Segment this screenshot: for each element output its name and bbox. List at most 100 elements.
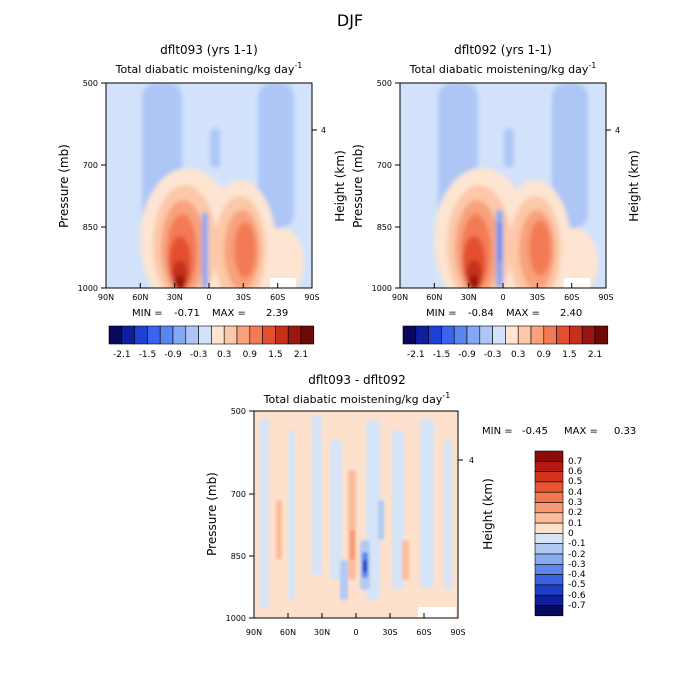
colorbar-tick-label: -0.3 <box>568 560 586 570</box>
max-label: MAX = <box>506 308 540 319</box>
colorbar-swatch <box>534 491 564 503</box>
colorbar-tick-label: -0.1 <box>568 539 586 549</box>
colorbar-swatch <box>569 325 583 345</box>
max-value: 2.40 <box>560 308 582 319</box>
colorbar-tick-label: 2.1 <box>294 350 308 360</box>
y-tick-label: 850 <box>231 552 246 561</box>
panel-title: dflt093 - dflt092 <box>308 373 406 387</box>
colorbar-swatch <box>275 325 289 345</box>
y-tick-label: 700 <box>83 161 98 170</box>
colorbar-tick-label: -0.9 <box>164 350 182 360</box>
colorbar-swatch <box>534 460 564 472</box>
colorbar-swatch <box>534 574 564 586</box>
x-axis <box>399 283 607 288</box>
colorbar-tick-label: -0.5 <box>568 580 586 590</box>
colorbar-swatch <box>534 543 564 555</box>
colorbar-tick-label: 1.5 <box>268 350 282 360</box>
colorbar-swatch <box>108 325 123 345</box>
y-axis-label: Pressure (mb) <box>205 472 219 556</box>
panel-subtitle: Total diabatic moistening/kg day-1 <box>263 391 451 406</box>
colorbar-tick-label: 0.9 <box>243 350 258 360</box>
colorbar-tick-label: -0.4 <box>568 570 586 580</box>
colorbar-swatch <box>534 512 564 524</box>
max-value: 0.33 <box>614 426 636 437</box>
y-axis <box>249 410 463 619</box>
colorbar-swatch <box>428 325 442 345</box>
max-value: 2.39 <box>266 308 288 319</box>
y-tick-label-right: 4 <box>321 126 326 135</box>
x-tick-label: 90S <box>450 628 465 637</box>
panel-title: dflt092 (yrs 1-1) <box>454 43 552 57</box>
colorbar-swatch <box>441 325 455 345</box>
min-label: MIN = <box>426 308 457 319</box>
colorbar-swatch <box>134 325 148 345</box>
colorbar-swatch <box>236 325 251 345</box>
y-axis <box>101 82 317 289</box>
x-tick-label: 90S <box>598 293 613 302</box>
colorbar-swatch <box>534 605 564 617</box>
x-axis <box>253 613 459 618</box>
x-tick-label: 30S <box>530 293 545 302</box>
colorbar-tick-label: 0 <box>568 529 574 539</box>
colorbar-swatch <box>534 533 564 545</box>
colorbar-swatch <box>147 325 161 345</box>
x-tick-label: 0 <box>500 293 505 302</box>
y-tick-label: 1000 <box>226 614 246 623</box>
colorbar-swatch <box>223 325 238 345</box>
colorbar-swatch <box>402 325 417 345</box>
x-tick-label: 90N <box>246 628 262 637</box>
x-tick-label: 0 <box>353 628 358 637</box>
colorbar-tick-label: 0.3 <box>568 498 582 508</box>
colorbar <box>534 450 564 617</box>
heatmap-field <box>254 411 458 618</box>
colorbar-tick-label: 1.5 <box>562 350 576 360</box>
y-axis-label-right: Height (km) <box>481 478 495 549</box>
colorbar-swatch <box>185 325 199 345</box>
colorbar-swatch <box>534 584 564 596</box>
x-tick-label: 30S <box>236 293 251 302</box>
y-axis <box>395 82 611 289</box>
colorbar-swatch <box>211 325 225 345</box>
colorbar-swatch <box>534 522 564 534</box>
colorbar-swatch <box>466 325 481 345</box>
x-tick-label: 0 <box>206 293 211 302</box>
colorbar-swatch <box>287 325 302 345</box>
stats-line: MIN = -0.45 MAX = 0.33 <box>482 426 636 437</box>
colorbar-tick-label: -0.3 <box>190 350 208 360</box>
colorbar-swatch <box>581 325 596 345</box>
colorbar-swatch <box>534 481 564 493</box>
colorbar-swatch <box>121 325 135 345</box>
colorbar-tick-label: -0.7 <box>568 601 586 611</box>
colorbar-swatch <box>530 325 545 345</box>
panel-title: dflt093 (yrs 1-1) <box>160 43 258 57</box>
colorbar-swatch <box>534 563 564 575</box>
colorbar-swatch <box>479 325 493 345</box>
colorbar-swatch <box>505 325 519 345</box>
y-tick-label-right: 4 <box>469 456 474 465</box>
x-tick-label: 60S <box>416 628 431 637</box>
colorbar-swatch <box>534 553 564 565</box>
heatmap-field <box>400 83 606 288</box>
colorbar-swatch <box>492 325 506 345</box>
colorbar-tick-label: 0.7 <box>568 457 582 467</box>
colorbar-swatch <box>534 502 564 514</box>
colorbar-swatch <box>453 325 468 345</box>
colorbar-tick-label: 2.1 <box>588 350 602 360</box>
x-tick-label: 60N <box>132 293 148 302</box>
x-tick-label: 60S <box>564 293 579 302</box>
x-tick-label: 60N <box>280 628 296 637</box>
colorbar-swatch <box>198 325 212 345</box>
panel-dflt092: dflt092 (yrs 1-1) Total diabatic moisten… <box>351 43 641 360</box>
colorbar-swatch <box>172 325 187 345</box>
max-label: MAX = <box>564 426 598 437</box>
colorbar-tick-label: -0.9 <box>458 350 476 360</box>
x-tick-label: 30N <box>314 628 330 637</box>
panel-dflt093: dflt093 (yrs 1-1) Total diabatic moisten… <box>57 43 347 360</box>
y-axis-label: Pressure (mb) <box>57 144 71 228</box>
colorbar-swatch <box>543 325 557 345</box>
colorbar-swatch <box>534 594 564 606</box>
y-tick-label: 850 <box>83 223 98 232</box>
stats-line: MIN = -0.71 MAX = 2.39 <box>132 308 288 319</box>
colorbar-swatch <box>534 450 564 462</box>
